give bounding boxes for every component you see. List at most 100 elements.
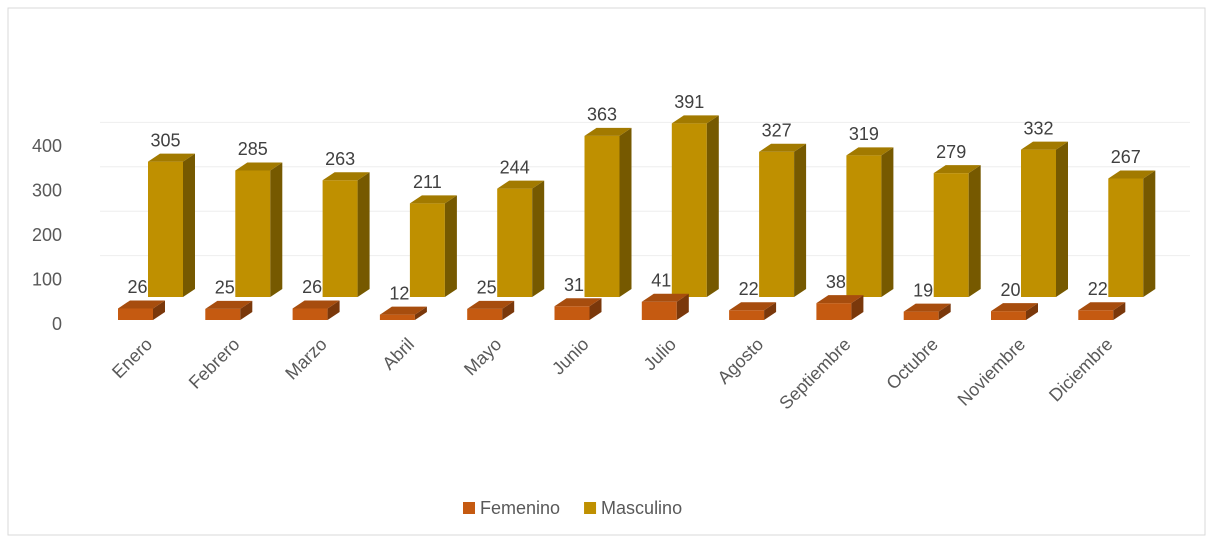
bar-front (1078, 310, 1114, 320)
bar-front (322, 180, 358, 297)
bar-side (851, 295, 864, 320)
bar (148, 153, 195, 297)
data-label: 26 (302, 277, 322, 297)
bar-top (846, 147, 894, 156)
data-label: 25 (215, 278, 235, 298)
bar-top (322, 172, 370, 181)
y-tick-label: 400 (32, 136, 62, 156)
data-label: 20 (1000, 280, 1020, 300)
bar-front (584, 135, 620, 297)
bar (1021, 141, 1068, 297)
bar-side (1056, 141, 1068, 297)
bar-side (270, 162, 283, 297)
bar-front (467, 308, 503, 320)
bar-top (816, 295, 864, 304)
bar-side (968, 165, 981, 297)
bar (554, 298, 602, 320)
bar-side (502, 300, 515, 320)
bar (991, 303, 1038, 320)
data-label: 263 (325, 149, 355, 169)
bar (1108, 170, 1156, 297)
bar (497, 180, 545, 297)
data-label: 363 (587, 105, 617, 125)
bar-side (183, 153, 195, 297)
bar-top (729, 302, 777, 311)
bar-front (205, 308, 241, 320)
bar (379, 306, 427, 320)
bar-top (671, 115, 719, 124)
data-label: 31 (564, 275, 584, 295)
data-label: 319 (849, 124, 879, 144)
bar-side (240, 300, 253, 320)
bar-front (1108, 178, 1144, 297)
bar (903, 303, 951, 320)
bar-side (589, 298, 602, 320)
bar-top (292, 300, 340, 309)
bar-side (706, 115, 719, 298)
data-label: 267 (1111, 147, 1141, 167)
bar (671, 115, 719, 298)
bar-front (903, 311, 939, 320)
bar (409, 195, 457, 297)
bar-front (729, 310, 765, 320)
bar (235, 162, 283, 297)
bar (292, 300, 340, 320)
bar-side (764, 302, 777, 320)
data-label: 26 (127, 277, 147, 297)
bar (933, 165, 981, 297)
legend-swatch (584, 502, 597, 514)
data-label: 327 (762, 121, 792, 141)
data-label: 25 (477, 278, 497, 298)
bar-top (1108, 170, 1156, 179)
bar-front (292, 308, 328, 320)
y-tick-label: 0 (52, 314, 62, 334)
bar-front (816, 303, 852, 320)
data-label: 279 (936, 142, 966, 162)
bar-top (991, 303, 1038, 312)
bar-side (153, 300, 165, 320)
bar-top (584, 127, 632, 136)
bar-top (409, 195, 457, 204)
bar-front (933, 173, 969, 297)
bar-front (641, 301, 677, 320)
bar-top (641, 293, 689, 302)
bar-front (1021, 149, 1056, 297)
bar-top (759, 143, 807, 152)
data-label: 332 (1023, 118, 1053, 138)
bar (846, 147, 894, 297)
bar-side (619, 127, 632, 297)
data-label: 305 (150, 130, 180, 150)
bar-side (357, 172, 370, 297)
data-label: 38 (826, 272, 846, 292)
bar-front (409, 203, 445, 297)
y-tick-label: 300 (32, 181, 62, 201)
bar-side (1026, 303, 1038, 320)
bar (816, 295, 864, 320)
legend-swatch (463, 502, 475, 514)
data-label: 12 (389, 283, 409, 303)
bar-top (554, 298, 602, 307)
bar-front (118, 308, 153, 320)
bar-side (1143, 170, 1156, 297)
bar-top (235, 162, 283, 171)
bar-side (327, 300, 340, 320)
bar (759, 143, 807, 297)
bar-front (846, 155, 882, 297)
y-tick-label: 100 (32, 269, 62, 289)
data-label: 244 (500, 157, 530, 177)
bar (1078, 302, 1126, 320)
bar-top (148, 153, 195, 162)
bar-top (379, 306, 427, 315)
data-label: 22 (739, 279, 759, 299)
bar-top (1078, 302, 1126, 311)
bar-side (881, 147, 894, 297)
legend-label: Masculino (601, 498, 682, 518)
bar-top (1021, 141, 1068, 150)
bar (118, 300, 165, 320)
bar-side (938, 303, 951, 320)
bar-front (148, 161, 183, 297)
data-label: 22 (1088, 279, 1108, 299)
bar-front (991, 311, 1026, 320)
y-tick-label: 200 (32, 225, 62, 245)
